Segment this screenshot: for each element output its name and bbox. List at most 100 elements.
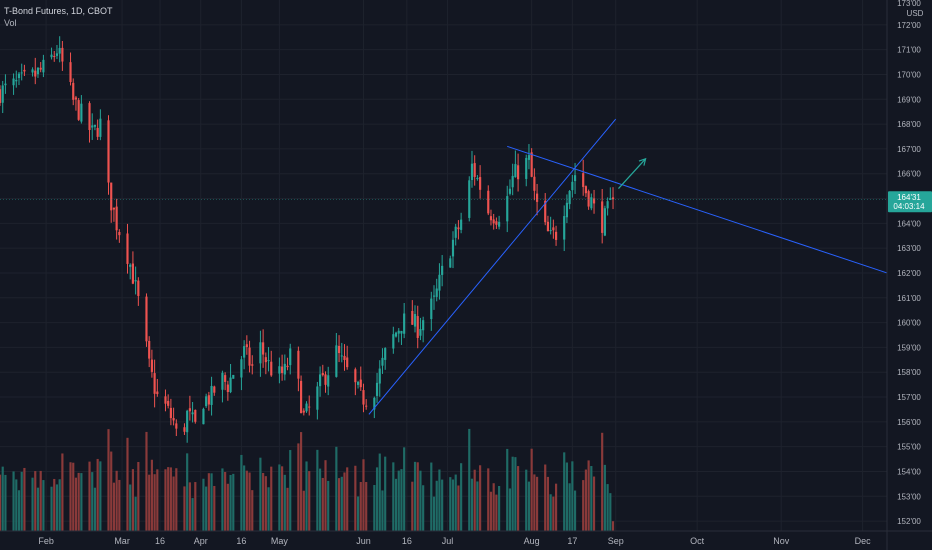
volume-bar (514, 457, 517, 531)
trend-lines[interactable] (368, 118, 888, 415)
candle-body (1, 85, 4, 103)
volume-bar (316, 449, 319, 531)
x-tick-label: Feb (38, 536, 54, 546)
volume-bar (378, 453, 381, 531)
x-tick-label: May (271, 536, 289, 546)
volume-bar (381, 490, 384, 531)
candle-body (55, 53, 59, 56)
volume-bar (245, 470, 248, 531)
candle-body (96, 127, 99, 137)
candle-body (457, 227, 460, 230)
candle-body (42, 59, 45, 73)
candle-body (403, 313, 406, 334)
volume-bar (270, 466, 273, 531)
price-axis[interactable]: 172'00 171'00 170'00 169'00 168'00 167'00 166'… (897, 0, 924, 526)
candle-body (381, 357, 384, 366)
candle-body (145, 296, 148, 342)
price-tag-box (888, 191, 932, 213)
symbol-title[interactable]: T-Bond Futures, 1D, CBOT (4, 6, 113, 16)
volume-bar (289, 450, 292, 531)
candle-body (283, 363, 286, 375)
volume-bar (251, 490, 254, 531)
volume-bar (354, 465, 357, 531)
candle-body (129, 264, 132, 267)
candle-body (492, 219, 495, 224)
volume-bar (262, 472, 265, 531)
candle-body (74, 97, 78, 100)
volume-bar (169, 467, 172, 531)
candle-body (194, 409, 197, 422)
currency-label: USD (907, 9, 924, 18)
candle-body (245, 344, 248, 347)
volume-bar (511, 456, 514, 531)
volume-bar (356, 496, 360, 531)
volume-bar (229, 474, 232, 531)
y-tick-label: 173'00 (897, 0, 921, 8)
x-tick-label: 17 (567, 536, 577, 546)
volume-bar (416, 462, 419, 531)
candle-body (340, 355, 343, 357)
volume-bar (498, 485, 501, 531)
volume-bar (533, 474, 536, 531)
candle-body (354, 369, 357, 383)
candle-body (343, 355, 346, 361)
candle-body (411, 310, 414, 325)
candle-body (546, 221, 550, 232)
volume-bar (207, 473, 210, 531)
candle-body (321, 372, 324, 376)
volume-bar (61, 453, 64, 531)
volume-bar (283, 474, 286, 531)
candle-body (137, 280, 140, 296)
volume-bar (221, 468, 224, 531)
volume-bar (587, 460, 590, 531)
y-tick-label: 152'00 (897, 517, 921, 526)
candle-body (229, 377, 232, 393)
volume-bar (110, 451, 113, 531)
candle-body (34, 70, 37, 77)
volume-bar (118, 479, 121, 531)
candle-body (131, 263, 134, 284)
volume-bar (327, 480, 330, 531)
volume-bar (565, 462, 569, 531)
volume-bar (487, 468, 490, 531)
candle-body (0, 89, 2, 103)
volume-bar (1, 466, 4, 531)
candle-body (587, 191, 590, 207)
candle-body (15, 79, 18, 82)
volume-bar (115, 470, 118, 531)
candle-body (337, 345, 341, 354)
volume-bar (31, 477, 34, 531)
volume-bar (432, 496, 436, 531)
x-tick-label: 16 (155, 536, 165, 546)
volume-bar (308, 471, 311, 531)
volume-bar (324, 460, 327, 531)
candle-body (148, 340, 151, 359)
volume-bar (506, 448, 509, 531)
time-axis[interactable]: Feb Mar 16 Apr 16 May Jun 16 Jul Aug 17 Sep Oct Nov De… (38, 536, 871, 546)
candle-body (72, 82, 75, 100)
volume-bar (99, 461, 102, 531)
candle-body (438, 274, 441, 291)
volume-bar (335, 446, 338, 531)
volume-bar (362, 459, 365, 531)
volume-bar (131, 469, 134, 531)
volume-bar (156, 469, 159, 531)
volume-bar (297, 443, 300, 531)
volume-bar (191, 498, 194, 531)
candle-body (419, 328, 422, 336)
volume-bar (264, 476, 267, 531)
volume-bar (525, 469, 528, 531)
candle-body (243, 346, 246, 358)
volume-bar (346, 467, 349, 531)
volume-bar (337, 478, 341, 531)
candle-body (172, 418, 175, 421)
volume-bar (20, 471, 23, 531)
volume-bar (34, 471, 37, 531)
y-tick-label: 162'00 (897, 269, 921, 278)
candle-body (554, 231, 558, 240)
candle-body (584, 186, 587, 194)
candle-body (226, 384, 229, 392)
volume-label: Vol (4, 18, 17, 28)
candle-body (264, 357, 267, 363)
